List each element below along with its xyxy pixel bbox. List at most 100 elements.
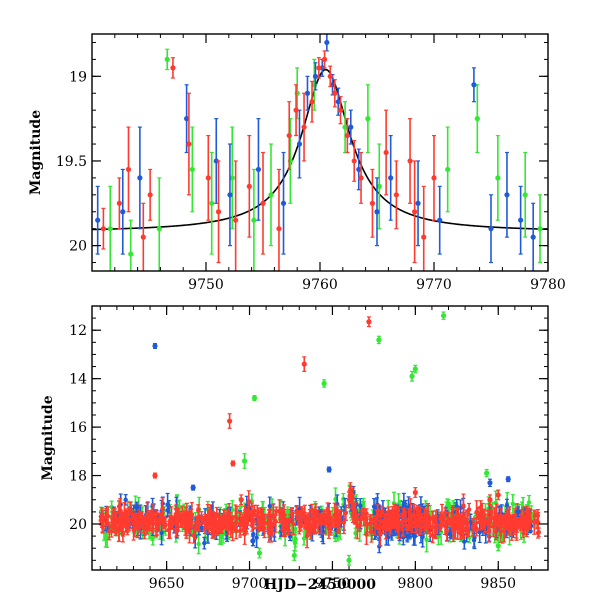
- data-point: [205, 175, 211, 181]
- data-point: [409, 373, 415, 379]
- data-point: [126, 517, 132, 523]
- data-point: [189, 166, 195, 173]
- data-point: [485, 518, 491, 523]
- data-point: [465, 525, 470, 530]
- data-point: [239, 520, 245, 525]
- data-point: [372, 523, 378, 529]
- data-point: [521, 517, 526, 522]
- data-point: [286, 132, 292, 139]
- data-point: [421, 234, 427, 240]
- data-point: [474, 526, 479, 532]
- data-point: [425, 520, 431, 525]
- x-tick-label: 9750: [188, 277, 224, 293]
- data-point: [186, 141, 192, 147]
- data-point: [376, 183, 382, 189]
- data-point: [107, 528, 112, 534]
- data-point: [123, 497, 128, 503]
- data-point: [349, 496, 355, 501]
- data-point: [460, 527, 466, 532]
- y-tick-label: 19: [69, 69, 87, 85]
- data-point: [460, 516, 466, 522]
- data-point: [312, 73, 319, 79]
- data-point: [383, 149, 389, 156]
- data-point: [526, 500, 532, 505]
- data-point: [419, 525, 424, 530]
- data-point: [157, 520, 162, 526]
- data-point: [281, 528, 286, 533]
- data-point: [477, 516, 482, 521]
- data-point: [367, 521, 373, 526]
- data-point: [128, 251, 134, 257]
- data-point: [100, 516, 105, 521]
- data-point: [209, 200, 215, 206]
- data-point: [494, 512, 499, 517]
- data-point: [152, 472, 158, 479]
- data-point: [415, 518, 421, 523]
- data-point: [326, 466, 332, 473]
- data-point: [153, 516, 159, 522]
- data-point: [251, 531, 256, 537]
- data-point: [379, 509, 385, 515]
- data-point: [227, 192, 233, 198]
- data-point: [504, 192, 510, 198]
- data-point: [487, 497, 493, 503]
- data-point: [293, 526, 298, 532]
- data-point: [147, 192, 153, 198]
- data-point: [461, 503, 466, 508]
- data-point: [304, 533, 310, 539]
- data-point: [145, 522, 151, 528]
- data-point: [278, 511, 283, 516]
- data-point: [324, 39, 330, 46]
- data-point: [184, 511, 190, 516]
- data-point: [161, 518, 166, 524]
- data-point: [238, 497, 244, 503]
- data-point: [510, 519, 516, 524]
- data-point: [112, 516, 118, 522]
- data-point: [190, 485, 196, 491]
- data-point: [441, 517, 446, 522]
- data-point: [342, 124, 348, 130]
- data-point: [446, 516, 451, 522]
- data-point: [525, 520, 530, 525]
- data-point: [323, 521, 328, 526]
- data-point: [346, 557, 352, 563]
- data-point: [309, 99, 315, 105]
- data-point: [364, 511, 369, 516]
- top-panel: 9750 9760 9770 9780 19 19.5 20 Magnitude: [28, 33, 566, 293]
- data-point: [317, 517, 323, 523]
- data-point: [107, 226, 113, 232]
- data-point: [510, 501, 516, 506]
- data-point: [213, 158, 219, 164]
- data-point: [177, 513, 183, 518]
- data-point: [233, 514, 238, 519]
- data-point: [255, 166, 262, 173]
- x-tick-label: 9780: [530, 277, 566, 293]
- data-point: [260, 515, 266, 520]
- data-point: [241, 458, 248, 464]
- data-point: [356, 166, 362, 173]
- data-point: [156, 226, 162, 232]
- data-point: [256, 525, 261, 530]
- data-point: [536, 529, 542, 535]
- top-plot-area: [92, 34, 548, 271]
- data-point: [412, 366, 418, 372]
- data-point: [140, 515, 145, 521]
- data-point: [206, 522, 212, 527]
- data-point: [226, 527, 231, 532]
- data-point: [164, 56, 170, 62]
- data-point: [321, 56, 328, 62]
- bottom-plot-area: [98, 311, 542, 566]
- data-point: [250, 523, 255, 529]
- data-point: [306, 518, 312, 523]
- data-point: [255, 512, 260, 517]
- data-point: [532, 520, 537, 525]
- data-point: [316, 65, 322, 71]
- data-point: [229, 175, 235, 181]
- data-point: [394, 519, 399, 525]
- data-point: [480, 509, 485, 515]
- data-point: [422, 515, 427, 521]
- data-point: [412, 209, 418, 215]
- data-point: [454, 503, 459, 509]
